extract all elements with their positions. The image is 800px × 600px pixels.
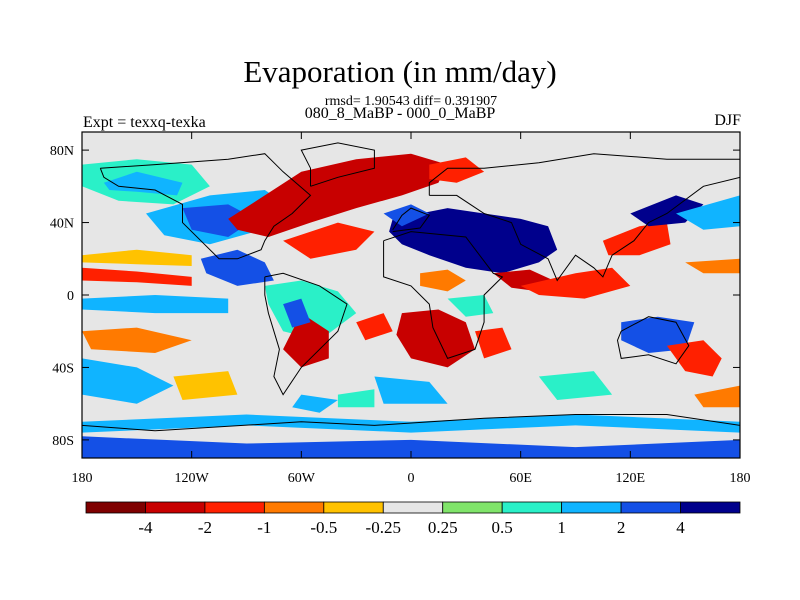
colorbar-box-1: [145, 501, 206, 514]
anomaly-region-39: [694, 385, 740, 408]
x-tick-label-3: 0: [408, 471, 415, 486]
anomaly-region-18: [383, 204, 430, 227]
anomaly-region-7: [283, 222, 375, 259]
colorbar-box-10: [680, 501, 741, 514]
chart-subtitle: 080_8_MaBP - 000_0_MaBP: [304, 105, 496, 122]
anomaly-region-29: [666, 340, 722, 377]
y-tick-label-0: 80N: [50, 144, 74, 159]
coastline-7: [82, 414, 740, 444]
colorbar-label-2: -1: [257, 518, 271, 537]
anomaly-region-30: [82, 358, 174, 404]
anomaly-region-35: [374, 376, 448, 404]
coastline-layer: [82, 142, 740, 444]
anomaly-region-17: [389, 208, 558, 274]
coastline-2: [300, 142, 375, 187]
anomaly-region-32: [82, 414, 740, 433]
anomaly-region-6: [228, 153, 448, 237]
anomaly-region-38: [292, 394, 338, 413]
anomaly-region-19: [420, 269, 466, 292]
y-tick-label-1: 40N: [50, 217, 74, 232]
colorbar-box-8: [561, 501, 622, 514]
colorbar-box-3: [263, 501, 325, 514]
axis-layer: 180 120W 60W 0 60E 120E 180 80N 40N 0 40S 80S: [50, 132, 751, 486]
season-label: DJF: [714, 112, 741, 129]
anomaly-region-16: [283, 298, 311, 328]
colorbar-label-5: 0.25: [428, 518, 458, 537]
colorbar-box-7: [501, 501, 563, 514]
anomaly-region-36: [173, 371, 238, 400]
anomaly-region-28: [621, 316, 695, 353]
anomaly-region-15: [356, 313, 393, 341]
colorbar-label-3: -0.5: [310, 518, 337, 537]
coastline-1: [264, 272, 348, 396]
anomaly-region-27: [676, 195, 740, 230]
anomaly-region-11: [685, 258, 740, 274]
field-layer: [82, 132, 740, 458]
coastline-3: [392, 207, 431, 233]
y-tick-label-3: 40S: [52, 361, 74, 376]
x-tick-label-0: 180: [72, 471, 93, 486]
anomaly-region-10: [82, 267, 192, 286]
anomaly-region-31: [82, 327, 192, 353]
anomaly-region-12: [82, 295, 229, 314]
x-tick-label-6: 180: [730, 471, 751, 486]
colorbar-box-4: [323, 501, 384, 514]
coastline-0: [99, 153, 312, 260]
y-tick-label-2: 0: [67, 289, 74, 304]
experiment-label: Expt = texxq-texka: [83, 114, 206, 131]
y-tick-label-4: 80S: [52, 434, 74, 449]
colorbar-label-7: 1: [557, 518, 566, 537]
anomaly-region-8: [429, 157, 485, 183]
colorbar-box-9: [620, 501, 681, 514]
colorbar-box-6: [442, 501, 503, 514]
coastline-5: [428, 153, 740, 282]
x-tick-label-4: 60E: [509, 471, 532, 486]
stats-text: rmsd= 1.90543 diff= 0.391907: [324, 94, 498, 109]
anomaly-region-20: [396, 309, 475, 368]
colorbar-box-5: [382, 501, 444, 514]
anomaly-region-24: [447, 295, 494, 317]
anomaly-region-23: [520, 267, 631, 299]
x-tick-label-5: 120E: [616, 471, 646, 486]
colorbar-label-6: 0.5: [492, 518, 513, 537]
x-tick-label-2: 60W: [288, 471, 316, 486]
colorbar-label-1: -2: [198, 518, 212, 537]
anomaly-region-21: [475, 327, 512, 359]
colorbar-label-8: 2: [617, 518, 626, 537]
colorbar: -4 -2 -1 -0.5 -0.25 0.25 0.5 1 2 4: [85, 501, 741, 537]
anomaly-region-2: [103, 171, 183, 196]
anomaly-region-33: [82, 436, 740, 458]
anomaly-region-25: [602, 222, 671, 256]
coastline-6: [616, 316, 690, 365]
colorbar-box-2: [204, 501, 265, 514]
x-tick-label-1: 120W: [175, 471, 210, 486]
anomaly-region-37: [337, 389, 375, 408]
colorbar-label-4: -0.25: [366, 518, 401, 537]
colorbar-box-0: [85, 501, 146, 514]
anomaly-region-9: [82, 249, 192, 266]
colorbar-label-9: 4: [676, 518, 685, 537]
anomaly-region-34: [538, 371, 613, 400]
coastline-4: [383, 231, 504, 360]
colorbar-label-0: -4: [138, 518, 153, 537]
chart-title: Evaporation (in mm/day): [243, 54, 557, 89]
